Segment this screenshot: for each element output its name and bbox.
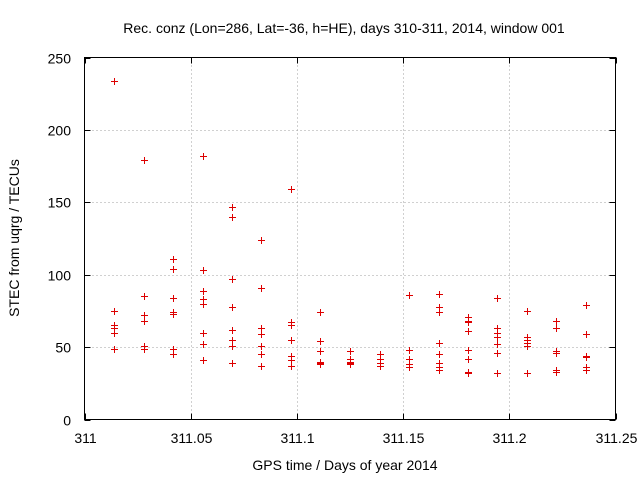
grid (84, 57, 616, 420)
data-point (229, 360, 236, 367)
data-point (229, 276, 236, 283)
data-point (494, 370, 501, 377)
data-point (524, 370, 531, 377)
data-point (317, 338, 324, 345)
data-point (200, 341, 207, 348)
data-point (406, 292, 413, 299)
data-point (200, 301, 207, 308)
data-point (288, 186, 295, 193)
data-point (288, 322, 295, 329)
data-point (111, 308, 118, 315)
data-point (406, 347, 413, 354)
axis-ticks (84, 57, 617, 421)
data-point (377, 363, 384, 370)
data-point (229, 337, 236, 344)
data-point (200, 357, 207, 364)
data-point (465, 370, 472, 377)
x-tick-labels: 311 311.05 311.1 311.15 311.2 311.25 (74, 430, 637, 446)
data-point (436, 291, 443, 298)
x-tick-label: 311.2 (493, 430, 527, 446)
data-point (436, 309, 443, 316)
data-point (200, 288, 207, 295)
y-tick-label: 250 (48, 51, 72, 67)
data-point (347, 361, 354, 368)
data-point (229, 343, 236, 350)
data-point (553, 325, 560, 332)
y-tick-label: 150 (48, 195, 72, 211)
y-tick-label: 0 (63, 413, 71, 429)
x-axis-label: GPS time / Days of year 2014 (252, 457, 437, 473)
data-point (524, 343, 531, 350)
data-point (465, 356, 472, 363)
x-tick-label: 311.05 (171, 430, 213, 446)
data-point (436, 367, 443, 374)
data-point (494, 350, 501, 357)
data-point (553, 318, 560, 325)
data-point (465, 319, 472, 326)
data-point (111, 330, 118, 337)
data-point (288, 337, 295, 344)
data-point (141, 312, 148, 319)
data-point (229, 214, 236, 221)
data-point (494, 334, 501, 341)
data-point (229, 204, 236, 211)
y-tick-labels: 0 50 100 150 200 250 (48, 51, 72, 429)
data-point (258, 343, 265, 350)
data-point (170, 266, 177, 273)
data-point (170, 351, 177, 358)
data-point (200, 267, 207, 274)
data-point (288, 363, 295, 370)
data-point (436, 340, 443, 347)
data-point (141, 346, 148, 353)
x-tick-label: 311.15 (383, 430, 425, 446)
data-point (141, 318, 148, 325)
data-point (347, 348, 354, 355)
data-point (258, 237, 265, 244)
data-point (111, 78, 118, 85)
y-axis-label: STEC from uqrg / TECUs (6, 159, 22, 317)
data-point (200, 330, 207, 337)
y-tick-label: 50 (55, 340, 71, 356)
x-tick-label: 311.1 (281, 430, 315, 446)
data-point (406, 364, 413, 371)
data-point (465, 347, 472, 354)
data-point (200, 153, 207, 160)
data-point (494, 341, 501, 348)
x-tick-label: 311.25 (596, 430, 638, 446)
data-point (229, 304, 236, 311)
y-tick-label: 100 (48, 268, 72, 284)
data-point (170, 256, 177, 263)
data-point (288, 357, 295, 364)
data-point (436, 351, 443, 358)
data-point (170, 311, 177, 318)
data-points (111, 78, 590, 377)
data-point (583, 302, 590, 309)
data-point (465, 328, 472, 335)
data-point (583, 331, 590, 338)
data-point (258, 363, 265, 370)
data-point (111, 346, 118, 353)
plot-frame (84, 57, 616, 420)
y-tick-label: 200 (48, 123, 72, 139)
data-point (258, 325, 265, 332)
data-point (524, 308, 531, 315)
data-point (494, 295, 501, 302)
data-point (553, 350, 560, 357)
data-point (258, 331, 265, 338)
x-tick-label: 311 (74, 430, 97, 446)
data-point (317, 309, 324, 316)
data-point (317, 348, 324, 355)
data-point (583, 367, 590, 374)
data-point (141, 293, 148, 300)
data-point (583, 354, 590, 361)
chart-title: Rec. conz (Lon=286, Lat=-36, h=HE), days… (123, 20, 565, 36)
data-point (553, 369, 560, 376)
data-point (170, 295, 177, 302)
data-point (141, 157, 148, 164)
data-point (258, 285, 265, 292)
data-point (258, 351, 265, 358)
data-point (317, 361, 324, 368)
data-point (229, 327, 236, 334)
